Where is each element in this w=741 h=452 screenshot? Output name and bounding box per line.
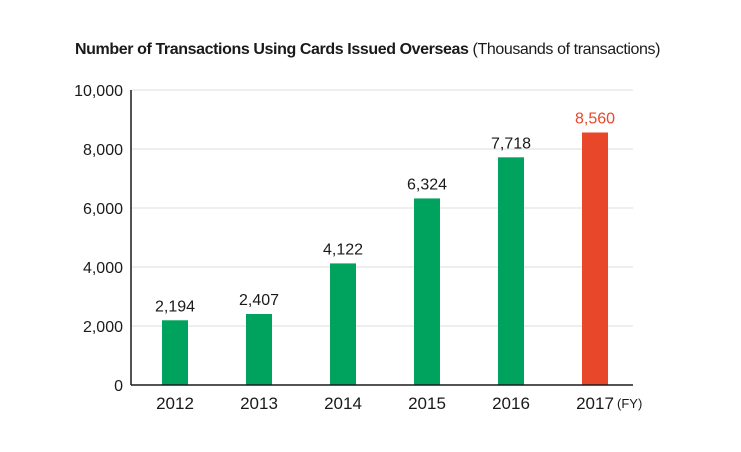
x-tick-label-2014: 2014 — [324, 394, 362, 413]
value-label-2015: 6,324 — [407, 176, 447, 193]
bar-2015 — [414, 198, 440, 385]
chart-unit-label: (Thousands of transactions) — [472, 41, 661, 58]
bar-2017 — [582, 132, 608, 385]
bar-2013 — [246, 313, 272, 385]
y-tick-label: 0 — [114, 378, 123, 395]
y-tick-label: 8,000 — [83, 142, 123, 159]
x-tick-label-2015: 2015 — [408, 394, 446, 413]
chart-title: Number of Transactions Using Cards Issue… — [75, 41, 660, 59]
x-tick-label-2016: 2016 — [492, 394, 530, 413]
y-tick-label: 2,000 — [83, 319, 123, 336]
value-label-2014: 4,122 — [323, 241, 363, 258]
x-tick-label-2017: 2017 — [576, 394, 614, 413]
bars — [162, 132, 608, 385]
gridlines — [131, 89, 633, 327]
value-label-2012: 2,194 — [155, 298, 195, 315]
y-tick-label: 10,000 — [74, 83, 123, 100]
x-tick-labels: 2012 2013 2014 2015 2016 2017 — [156, 394, 614, 413]
x-tick-label-2012: 2012 — [156, 394, 194, 413]
y-tick-label: 6,000 — [83, 201, 123, 218]
bar-2016 — [498, 157, 524, 385]
y-tick-labels: 0 2,000 4,000 6,000 8,000 10,000 — [74, 83, 123, 395]
chart-title-main: Number of Transactions Using Cards Issue… — [75, 41, 469, 58]
y-tick-label: 4,000 — [83, 260, 123, 277]
bar-2014 — [330, 263, 356, 385]
value-label-2016: 7,718 — [491, 135, 531, 152]
value-label-2017: 8,560 — [575, 110, 615, 127]
bar-2012 — [162, 320, 188, 385]
x-tick-label-2013: 2013 — [240, 394, 278, 413]
value-label-2013: 2,407 — [239, 292, 279, 309]
x-unit-label: (FY) — [617, 396, 642, 411]
value-labels: 2,194 2,407 4,122 6,324 7,718 8,560 — [155, 110, 615, 315]
